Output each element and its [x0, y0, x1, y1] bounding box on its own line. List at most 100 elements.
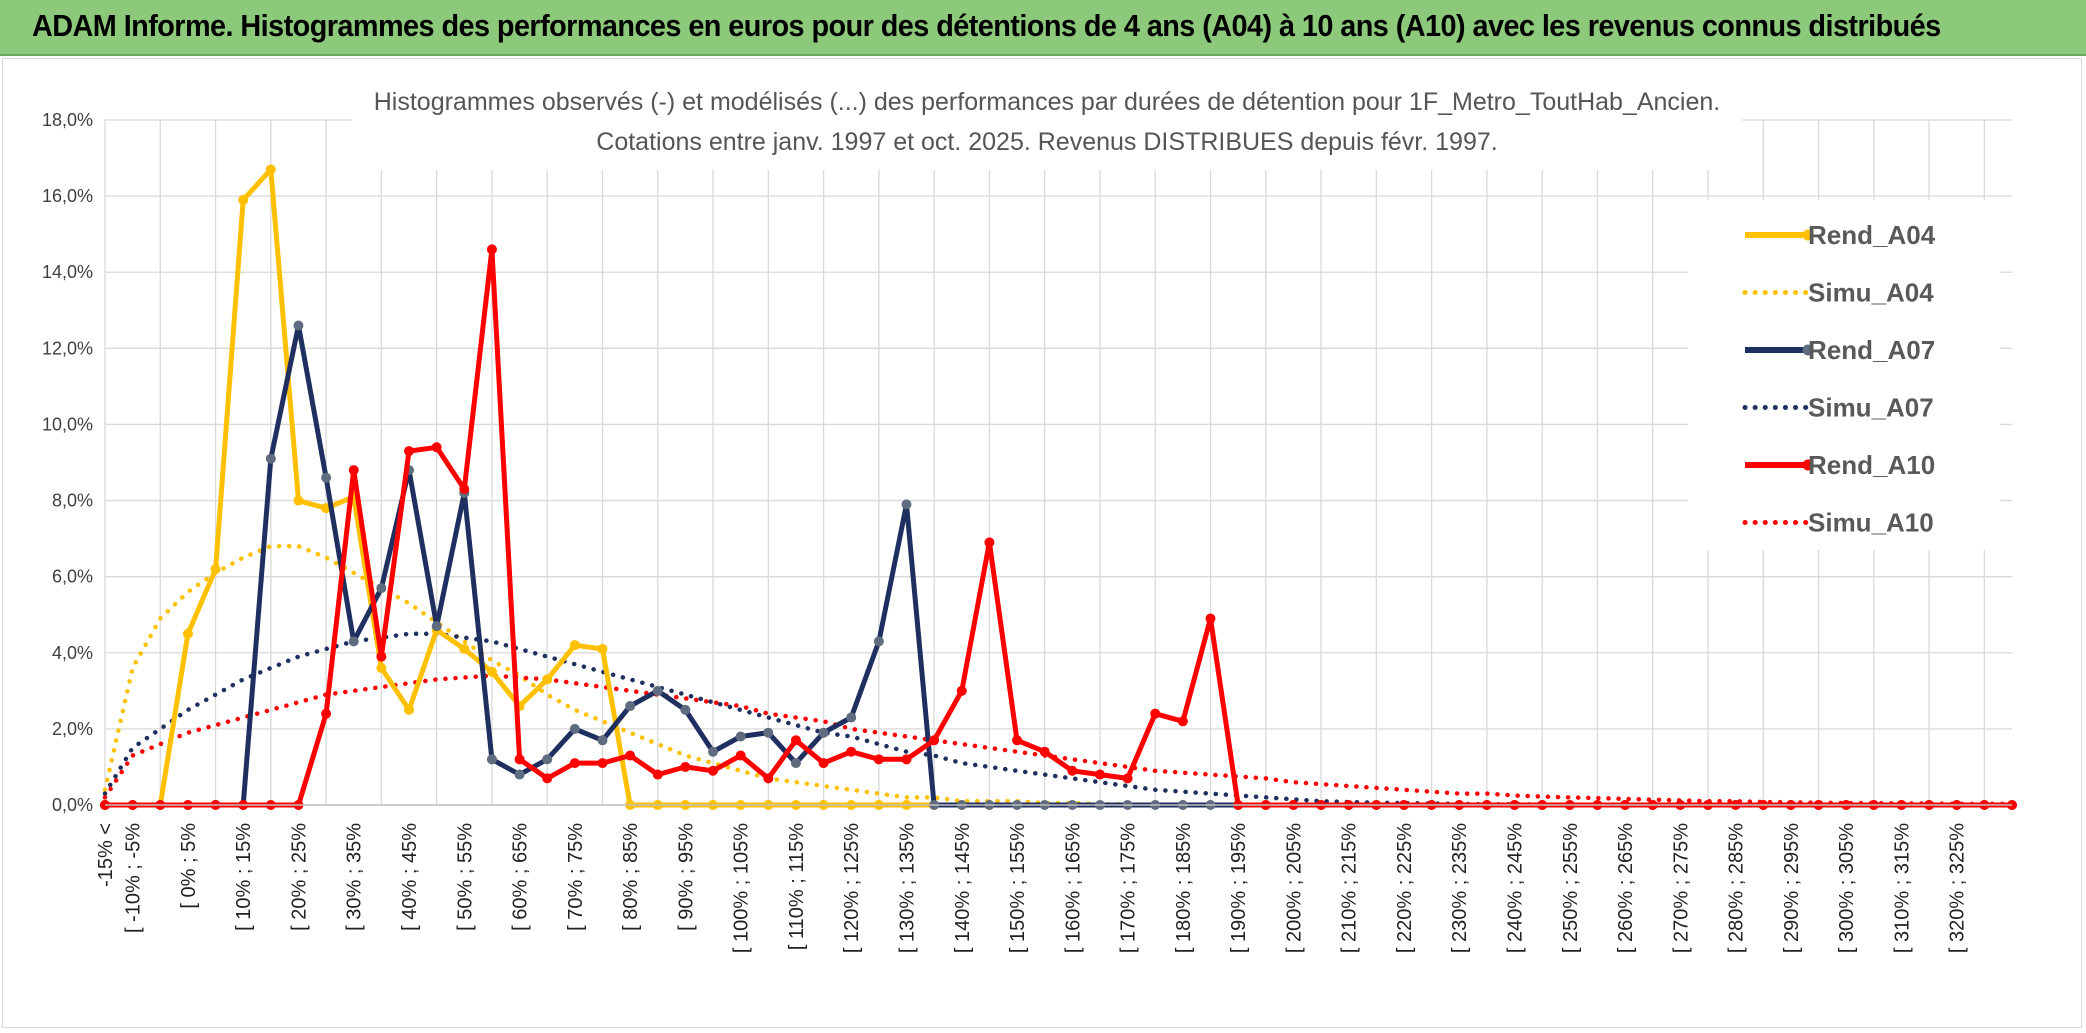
legend-label: Simu_A10: [1808, 508, 1934, 538]
x-tick-label: [ 290% ; 295%: [1781, 823, 1803, 953]
data-point: [431, 442, 442, 453]
data-point: [790, 735, 801, 746]
y-tick-label: 8,0%: [52, 491, 93, 511]
data-point: [348, 636, 359, 647]
data-point: [735, 750, 746, 761]
data-point: [1122, 773, 1133, 784]
data-point: [1012, 735, 1023, 746]
data-point: [680, 704, 691, 715]
x-tick-label: [ 170% ; 175%: [1118, 823, 1140, 953]
x-tick-label: [ 80% ; 85%: [620, 823, 642, 931]
data-point: [1094, 769, 1105, 780]
x-tick-label: [ 200% ; 205%: [1283, 823, 1305, 953]
legend: Rend_A04 Simu_A04 Rend_A07 Simu_A07 Rend_A10…: [1742, 220, 1936, 538]
data-point: [542, 773, 553, 784]
chart-subtitle: Cotations entre janv. 1997 et oct. 2025.…: [596, 128, 1497, 156]
y-tick-label: 12,0%: [42, 338, 93, 358]
chart-title-background: [352, 78, 1742, 170]
data-point: [321, 708, 332, 719]
legend-item: Simu_A10: [1742, 508, 1934, 538]
series-line: [102, 631, 2015, 808]
data-point: [569, 640, 580, 651]
data-point: [293, 495, 304, 506]
x-tick-label: [ 320% ; 325%: [1947, 823, 1969, 953]
x-tick-label: [ 90% ; 95%: [675, 823, 697, 931]
x-tick-label: [ 40% ; 45%: [399, 823, 421, 931]
data-point: [431, 621, 442, 632]
data-point: [708, 765, 719, 776]
x-tick-label: [ 20% ; 25%: [288, 823, 310, 931]
data-point: [514, 754, 525, 765]
legend-item: Simu_A07: [1742, 393, 1934, 423]
data-point: [376, 663, 387, 673]
data-point: [376, 651, 387, 662]
data-point: [542, 754, 553, 765]
chart-title: Histogrammes observés (-) et modélisés (…: [374, 88, 1720, 116]
data-point: [542, 674, 553, 685]
x-tick-label: [ 190% ; 195%: [1228, 823, 1250, 953]
legend-label: Simu_A04: [1808, 278, 1934, 308]
data-point: [597, 735, 608, 746]
data-point: [348, 465, 359, 476]
data-point: [1205, 613, 1216, 624]
data-point: [293, 320, 304, 331]
legend-label: Simu_A07: [1808, 393, 1934, 423]
x-tick-label: [ 270% ; 275%: [1670, 823, 1692, 953]
data-point: [846, 712, 857, 723]
data-point: [459, 643, 470, 654]
series-Simu_A07: [102, 631, 2015, 808]
legend-item: Rend_A10: [1745, 450, 1935, 480]
x-tick-label: [ 150% ; 155%: [1007, 823, 1029, 953]
data-point: [901, 754, 912, 765]
data-point: [486, 666, 497, 677]
report-title: ADAM Informe. Histogrammes des performan…: [32, 8, 1941, 43]
x-tick-label: [ 210% ; 215%: [1339, 823, 1361, 953]
y-tick-label: 14,0%: [42, 262, 93, 282]
x-tick-label: [ 220% ; 225%: [1394, 823, 1416, 953]
data-point: [1039, 746, 1050, 757]
data-point: [625, 701, 636, 712]
legend-label: Rend_A04: [1808, 220, 1936, 250]
series-line: [102, 673, 2015, 807]
series-Simu_A10: [102, 673, 2015, 807]
data-point: [376, 583, 387, 594]
data-point: [514, 769, 525, 780]
data-point: [404, 446, 415, 457]
data-point: [901, 499, 912, 510]
legend-item: Rend_A07: [1745, 335, 1935, 365]
legend-marker: [1802, 229, 1814, 241]
x-tick-label: [ 180% ; 185%: [1173, 823, 1195, 953]
report-banner: ADAM Informe. Histogrammes des performan…: [0, 0, 2086, 56]
y-axis: 0,0% 2,0% 4,0% 6,0% 8,0% 10,0% 12,0% 14,0% 16,0%…: [42, 110, 93, 815]
x-tick-label: [ 160% ; 165%: [1062, 823, 1084, 953]
data-point: [321, 472, 332, 483]
data-point: [486, 754, 497, 765]
data-point: [818, 727, 829, 738]
x-tick-label: [ 120% ; 125%: [841, 823, 863, 953]
data-point: [708, 746, 719, 757]
y-tick-label: 4,0%: [52, 643, 93, 663]
x-tick-label: [ 140% ; 145%: [952, 823, 974, 953]
x-tick-label: [ 230% ; 235%: [1449, 823, 1471, 953]
x-tick-label: [ 50% ; 55%: [454, 823, 476, 931]
data-point: [929, 735, 940, 746]
data-point: [846, 746, 857, 757]
data-point: [818, 758, 829, 769]
data-point: [790, 758, 801, 769]
legend-item: Simu_A04: [1742, 278, 1934, 308]
y-tick-label: 16,0%: [42, 186, 93, 206]
x-tick-label: [ 300% ; 305%: [1836, 823, 1858, 953]
x-tick-label: [ 60% ; 65%: [510, 823, 532, 931]
x-tick-label: [ 70% ; 75%: [565, 823, 587, 931]
chart-frame: [2, 58, 2082, 1028]
data-point: [597, 758, 608, 769]
y-tick-label: 2,0%: [52, 719, 93, 739]
data-point: [459, 484, 470, 495]
x-tick-label: [ 240% ; 245%: [1505, 823, 1527, 953]
legend-marker: [1802, 344, 1814, 356]
data-point: [652, 769, 663, 780]
data-point: [873, 636, 884, 647]
data-point: [735, 731, 746, 742]
data-point: [763, 773, 774, 784]
data-point: [1150, 708, 1161, 719]
